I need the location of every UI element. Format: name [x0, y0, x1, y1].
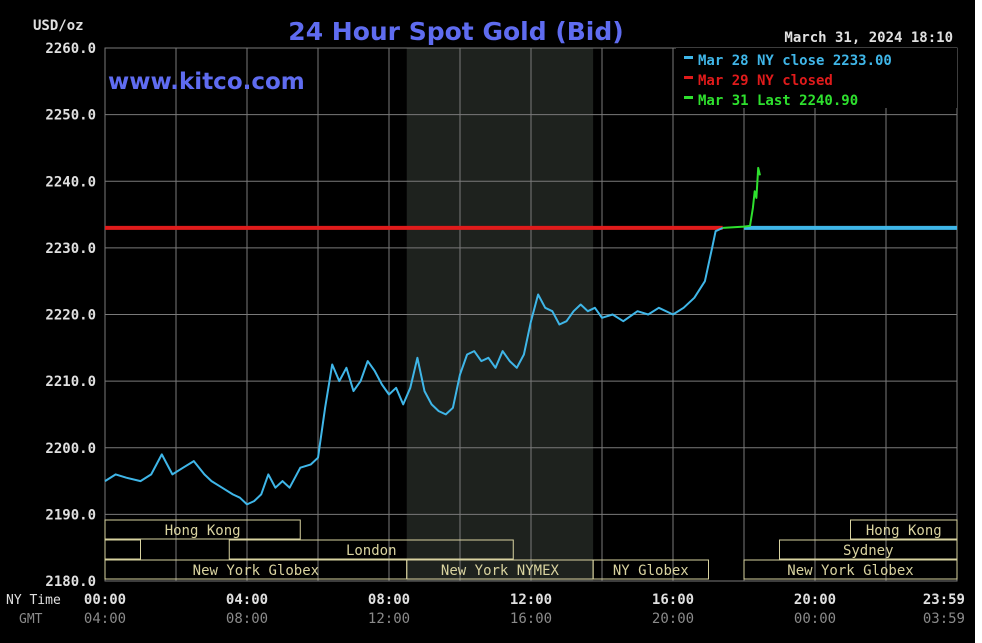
series-line [104, 226, 724, 506]
y-tick-label: 2240.0 [45, 174, 96, 190]
y-tick-label: 2260.0 [45, 41, 96, 57]
y-axis-ticks: 2260.0 2250.0 2240.0 2230.0 2220.0 2210.0 2200… [45, 41, 96, 590]
session-box [779, 539, 958, 560]
market-sessions: Hong Kong London New York Globex New York N… [104, 519, 958, 580]
y-tick-label: 2200.0 [45, 441, 96, 457]
legend: Mar 28 NY close 2233.00 Mar 29 NY closed M… [684, 53, 892, 109]
x-tick-label-ny: 12:00 [510, 592, 552, 608]
legend-swatch [684, 56, 693, 59]
price-series [104, 166, 957, 506]
y-tick-label: 2220.0 [45, 308, 96, 324]
session-box [743, 559, 958, 580]
session-label: New York Globex [787, 563, 913, 579]
x-tick-label-ny: 08:00 [368, 592, 410, 608]
x-tick-label-ny: 20:00 [794, 592, 836, 608]
legend-entry: Mar 31 Last 2240.90 [698, 93, 858, 109]
session-box [228, 539, 514, 560]
session-label: NY Globex [613, 563, 689, 579]
x-tick-label-ny: 00:00 [84, 592, 126, 608]
x-tick-label-ny: 16:00 [652, 592, 694, 608]
legend-entry: Mar 28 NY close 2233.00 [698, 53, 892, 69]
chart-timestamp: March 31, 2024 18:10 [784, 30, 953, 46]
x-tick-label-gmt: 20:00 [652, 611, 694, 627]
legend-swatch [684, 76, 693, 79]
y-axis-unit: USD/oz [33, 18, 84, 34]
session-box [850, 519, 958, 540]
x-tick-label-gmt: 08:00 [226, 611, 268, 627]
gmt-row-label: GMT [19, 612, 43, 627]
x-tick-label-ny: 04:00 [226, 592, 268, 608]
x-axis-ticks: 00:00 04:00 04:00 08:00 08:00 12:00 12:00 16:00… [84, 592, 965, 627]
session-label: New York Globex [193, 563, 319, 579]
x-tick-label-gmt: 00:00 [794, 611, 836, 627]
x-tick-label-gmt: 04:00 [84, 611, 126, 627]
x-tick-label-gmt: 03:59 [923, 611, 965, 627]
plot-border [104, 47, 958, 582]
ny-time-row-label: NY Time [6, 593, 61, 608]
y-tick-label: 2230.0 [45, 241, 96, 257]
session-label: Sydney [843, 543, 894, 559]
chart-title: 24 Hour Spot Gold (Bid) [288, 17, 623, 46]
legend-entry: Mar 29 NY closed [698, 73, 833, 89]
grid-lines [105, 47, 957, 582]
x-tick-label-gmt: 12:00 [368, 611, 410, 627]
session-box [592, 559, 709, 580]
site-watermark: www.kitco.com [108, 69, 305, 95]
legend-box [676, 48, 957, 108]
y-tick-label: 2190.0 [45, 507, 96, 523]
x-tick-label-ny: 23:59 [923, 592, 965, 608]
session-label: New York NYMEX [441, 563, 560, 579]
session-box [104, 519, 301, 540]
session-label: London [346, 543, 397, 559]
y-tick-label: 2250.0 [45, 108, 96, 124]
x-tick-label-gmt: 16:00 [510, 611, 552, 627]
session-label: Hong Kong [866, 523, 942, 539]
series-line [722, 166, 761, 229]
session-box [104, 539, 141, 560]
legend-swatch [684, 96, 693, 99]
session-label: Hong Kong [165, 523, 241, 539]
y-tick-label: 2210.0 [45, 374, 96, 390]
y-tick-label: 2180.0 [45, 574, 96, 590]
